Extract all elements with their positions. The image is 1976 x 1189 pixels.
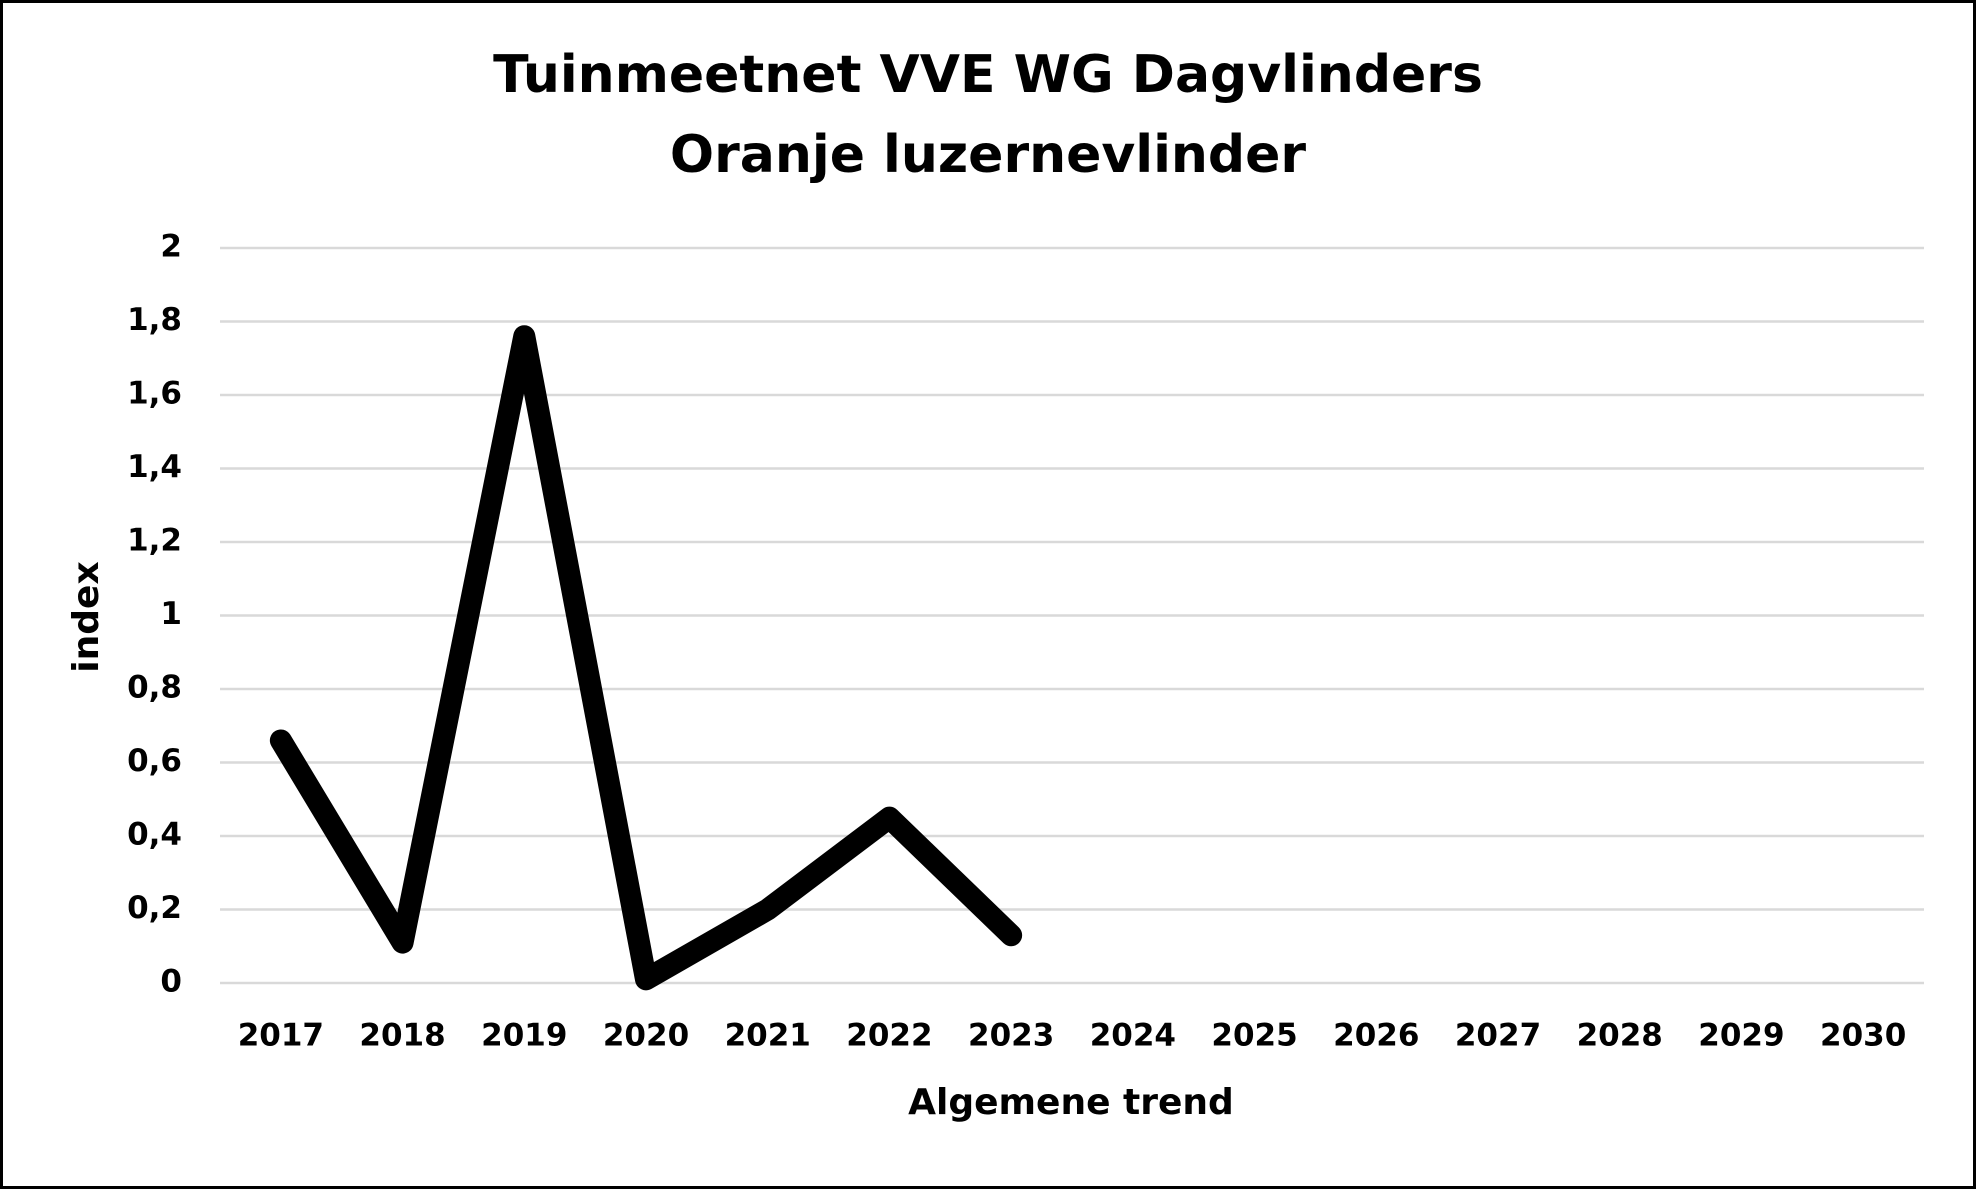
x-tick-label: 2018 bbox=[359, 1018, 445, 1054]
chart-subtitle: Oranje luzernevlinder bbox=[670, 125, 1307, 185]
x-tick-label: 2028 bbox=[1577, 1018, 1663, 1054]
x-tick-label: 2023 bbox=[968, 1018, 1054, 1054]
y-tick-label: 1,2 bbox=[127, 523, 182, 559]
y-tick-label: 1,8 bbox=[127, 302, 182, 338]
x-tick-label: 2030 bbox=[1820, 1018, 1906, 1054]
x-tick-label: 2019 bbox=[481, 1018, 567, 1054]
y-tick-label: 0 bbox=[160, 964, 182, 1000]
x-tick-label: 2026 bbox=[1333, 1018, 1419, 1054]
data-line bbox=[269, 325, 1023, 991]
x-tick-label: 2022 bbox=[846, 1018, 932, 1054]
y-tick-label: 0,6 bbox=[127, 743, 182, 779]
x-tick-label: 2029 bbox=[1698, 1018, 1784, 1054]
x-tick-label: 2020 bbox=[603, 1018, 689, 1054]
y-tick-label: 1,4 bbox=[127, 449, 182, 485]
x-axis-title: Algemene trend bbox=[908, 1082, 1234, 1123]
y-tick-label: 2 bbox=[160, 229, 182, 265]
y-tick-label: 0,8 bbox=[127, 670, 182, 706]
x-tick-label: 2025 bbox=[1211, 1018, 1297, 1054]
x-tick-label: 2024 bbox=[1090, 1018, 1176, 1054]
y-tick-label: 0,4 bbox=[127, 817, 182, 853]
y-tick-label: 1 bbox=[160, 596, 182, 632]
x-tick-label: 2017 bbox=[238, 1018, 324, 1054]
x-tick-label: 2027 bbox=[1455, 1018, 1541, 1054]
chart-title: Tuinmeetnet VVE WG Dagvlinders bbox=[493, 45, 1483, 105]
y-tick-label: 0,2 bbox=[127, 890, 182, 926]
y-axis-title: index bbox=[66, 561, 107, 672]
x-tick-label: 2021 bbox=[725, 1018, 811, 1054]
y-tick-label: 1,6 bbox=[127, 376, 182, 412]
